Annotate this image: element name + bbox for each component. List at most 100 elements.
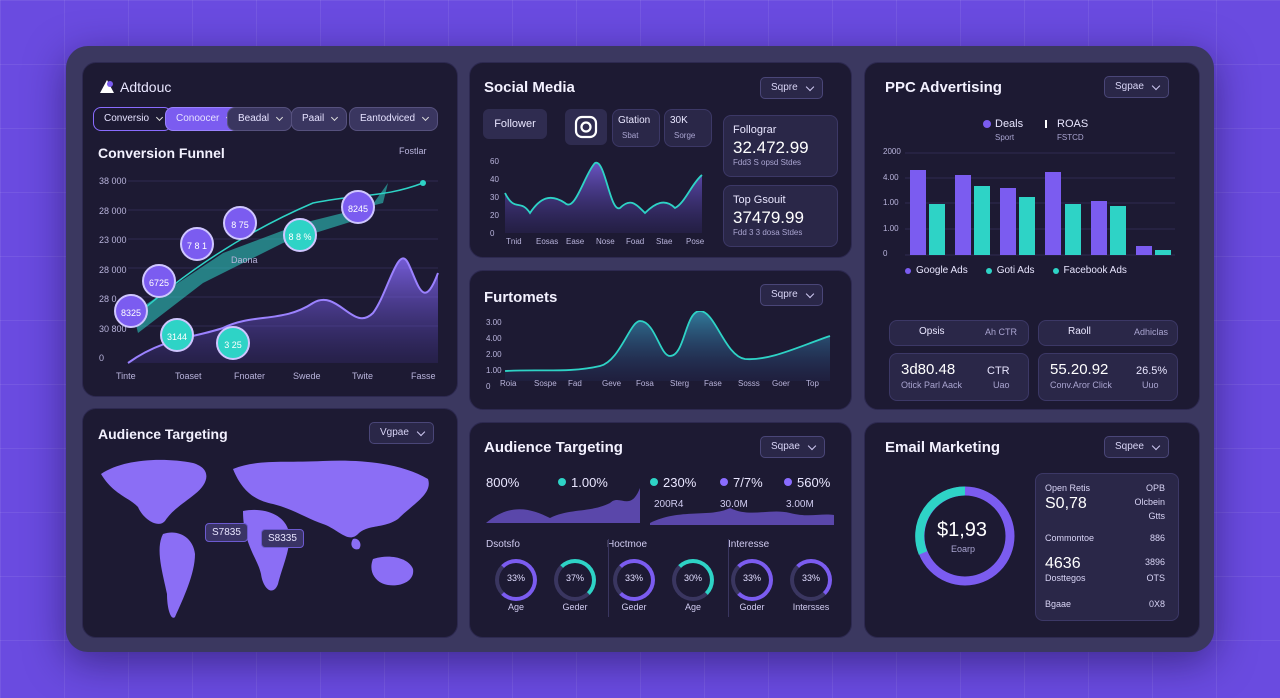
- funnel-panel: Adtdouc Conversio Conoocer Beadal Paail Eant…: [82, 62, 458, 397]
- y-tick-label: 0: [490, 229, 495, 238]
- ppc-tab: [889, 320, 1029, 346]
- ppc-sub: Otick Parl Aack: [901, 380, 963, 390]
- y-tick-label: 3.00: [486, 318, 502, 327]
- stat-value: 7/7%: [733, 475, 763, 490]
- metric-card: [723, 115, 838, 177]
- dropdown[interactable]: Sqpee: [1104, 436, 1169, 458]
- y-tick-label: 1.00: [883, 223, 899, 233]
- ppc-value: 3d80.48: [901, 361, 956, 378]
- metric-sub: Fdd 3 3 dosa Stdes: [733, 228, 803, 237]
- ring-label: Age: [684, 602, 701, 612]
- ring-value: 33%: [742, 573, 761, 583]
- ppc-card: [1038, 353, 1178, 401]
- instagram-icon: [565, 109, 607, 145]
- legend-label: Google Ads: [916, 265, 968, 276]
- ppc-metric: 26.5%: [1136, 365, 1168, 377]
- y-tick-label: 28 000: [99, 264, 127, 275]
- panel-title: Audience Targeting: [484, 439, 623, 456]
- legend-swatch: [985, 268, 992, 274]
- x-tick-label: Nose: [596, 237, 615, 246]
- email-cell: S0,78: [1045, 495, 1087, 512]
- x-tick-label: Swede: [293, 371, 321, 381]
- dropdown[interactable]: Sqpre: [760, 284, 823, 306]
- stat-value: 1.00%: [571, 475, 608, 490]
- dropdown[interactable]: Sgpae: [1104, 76, 1169, 98]
- stat-card: [664, 109, 712, 147]
- x-tick-label: Toaset: [175, 371, 202, 381]
- y-tick-label: 2000: [883, 147, 901, 156]
- filter[interactable]: Beadal: [227, 107, 293, 131]
- email-cell: OTS: [1146, 573, 1165, 583]
- brand: Adtdouc: [120, 79, 172, 95]
- legend-item: Facebook Ads: [1052, 265, 1127, 276]
- dropdown[interactable]: Sqpre: [760, 77, 823, 99]
- audience-chart: [486, 488, 834, 525]
- legend-dot: [983, 120, 991, 128]
- x-tick-label: Stae: [656, 237, 673, 246]
- x-tick-label: Fasse: [411, 371, 436, 381]
- y-tick-label: 38 000: [99, 176, 127, 186]
- ppc-sub: Conv.Aror Click: [1050, 380, 1112, 390]
- social-chart: [504, 162, 703, 233]
- stat-title: 30K: [670, 115, 688, 126]
- ring: [613, 559, 655, 601]
- world-map: [101, 459, 429, 618]
- stat-value: 230%: [663, 475, 697, 490]
- group-label: Interesse: [728, 539, 770, 550]
- y-tick-label: 0: [486, 382, 491, 391]
- stat-card: [612, 109, 660, 147]
- email-cell: Open Retis: [1045, 483, 1091, 493]
- legend: Fostlar: [399, 146, 427, 156]
- x-tick-label: Sosss: [738, 379, 760, 388]
- y-tick-label: 4.00: [486, 334, 502, 343]
- ring-label: Geder: [562, 602, 588, 612]
- legend-swatch: [905, 268, 911, 274]
- filter[interactable]: Paail: [291, 107, 348, 131]
- donut-value: $1,93: [937, 519, 988, 541]
- ppc-metric-sub: Uuo: [1142, 380, 1159, 390]
- legend-top: Deals: [995, 118, 1024, 130]
- metric-title: Follograr: [733, 124, 777, 136]
- y-tick-label: 60: [490, 157, 499, 166]
- panel-title: Conversion Funnel: [98, 145, 225, 161]
- ppc-chart: [905, 152, 1175, 256]
- email-cell: Bgaae: [1045, 599, 1072, 609]
- dropdown[interactable]: Sqpae: [760, 436, 825, 458]
- donut-label: Eoarp: [951, 544, 976, 554]
- ppc-value: 55.20.92: [1050, 361, 1109, 378]
- ring-label: Age: [507, 602, 524, 612]
- follower-button[interactable]: Follower: [483, 109, 547, 139]
- email-cell: 3896: [1144, 557, 1165, 567]
- stat-sub: Sbat: [622, 131, 639, 140]
- filter[interactable]: Conversio: [93, 107, 173, 131]
- email-cell: Dosttegos: [1045, 573, 1086, 583]
- metric-sub: Fdd3 S opsd Stdes: [733, 158, 802, 167]
- audience-panel: Audience Targeting Sqpae 800% 1.00% 230% 7/…: [469, 422, 852, 638]
- filter[interactable]: Eantodviced: [349, 107, 439, 131]
- x-tick-label: Fosa: [636, 379, 654, 388]
- ppc-tab: [1038, 320, 1178, 346]
- map-label: S8335: [261, 529, 304, 548]
- email-donut: [915, 486, 1015, 586]
- ppc-tab-tag: Adhiclas: [1134, 327, 1169, 337]
- divider: [608, 539, 609, 617]
- ppc-tab-name: Raoll: [1068, 326, 1091, 337]
- funnel-bubble: 8 8 %: [283, 218, 317, 252]
- legend-top: ROAS: [1057, 118, 1089, 130]
- x-tick-label: Tinte: [116, 371, 136, 381]
- dropdown[interactable]: Vgpae: [369, 422, 434, 444]
- stat-dot: [558, 478, 566, 486]
- y-tick-label: 20: [490, 211, 499, 220]
- x-tick-label: Top: [806, 379, 819, 388]
- funnel-bubble: 8325: [114, 294, 148, 328]
- ring-value: 37%: [565, 573, 584, 583]
- legend-dot: [1045, 120, 1047, 128]
- panel-title: PPC Advertising: [885, 79, 1002, 96]
- x-tick-label: Pose: [686, 237, 705, 246]
- group-label: Hoctmoe: [607, 539, 648, 550]
- stat-title: Gtation: [618, 115, 651, 126]
- ppc-metric: CTR: [987, 365, 1010, 377]
- x-tick-label: Tnid: [506, 237, 522, 246]
- ring-label: Intersses: [792, 602, 830, 612]
